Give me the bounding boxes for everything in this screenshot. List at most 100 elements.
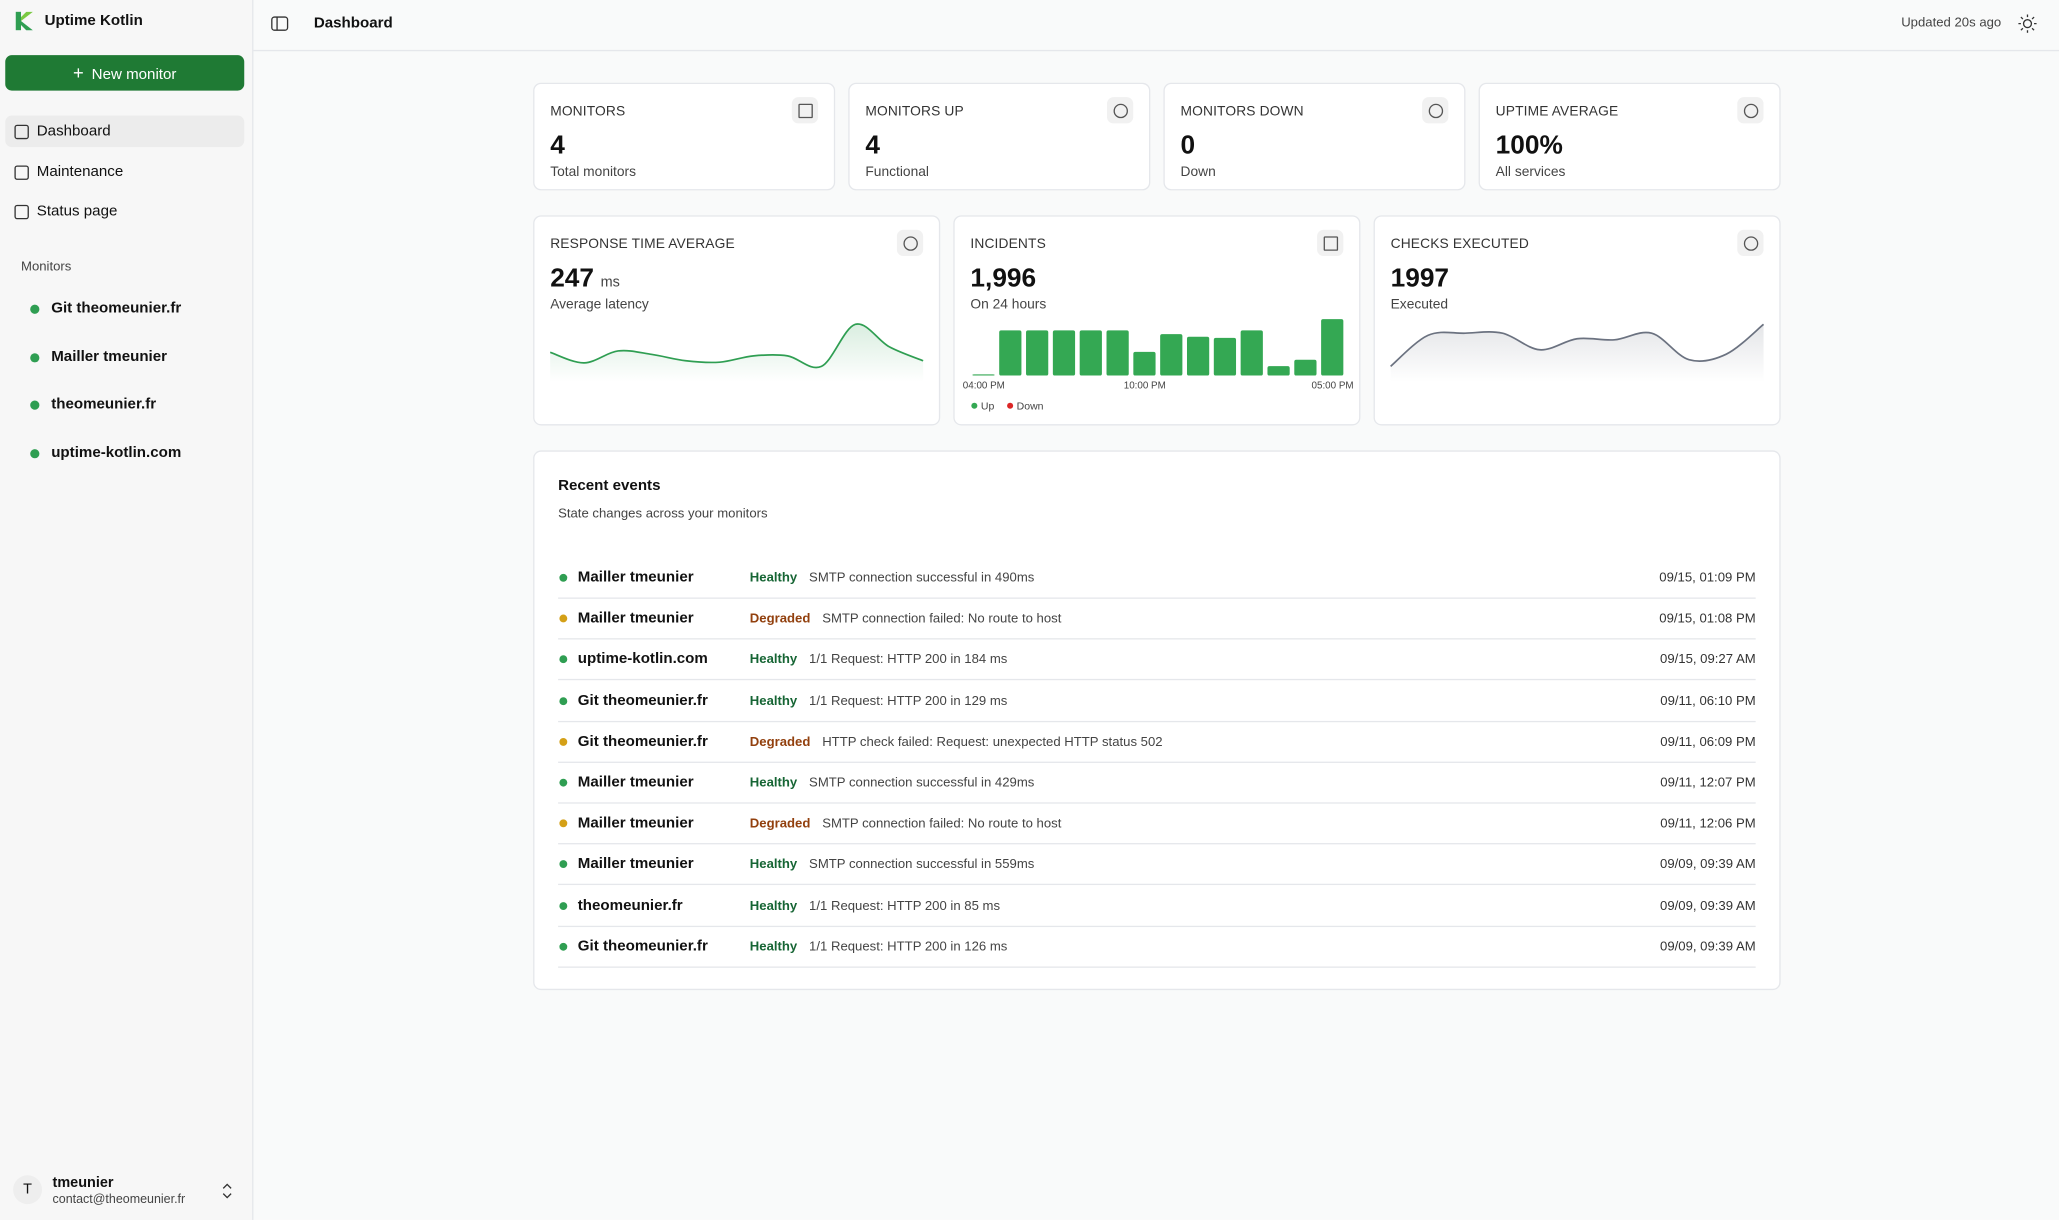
status-dot bbox=[30, 352, 40, 362]
event-detail: Healthy SMTP connection successful in 429… bbox=[750, 776, 1035, 790]
event-message: SMTP connection successful in 490ms bbox=[809, 571, 1035, 586]
event-time: 09/15, 01:08 PM bbox=[1659, 612, 1756, 627]
bar bbox=[1160, 334, 1183, 376]
monitor-link[interactable]: theomeunier.fr bbox=[51, 396, 157, 413]
stat-label: UPTIME AVERAGE bbox=[1495, 103, 1619, 120]
x-tick-label: 04:00 PM bbox=[963, 381, 1005, 392]
stat-card: MONITORS DOWN 0 Down bbox=[1163, 82, 1466, 191]
new-monitor-button[interactable]: + New monitor bbox=[5, 55, 245, 91]
status-dot bbox=[559, 942, 568, 951]
stat-value: 0 bbox=[1180, 131, 1196, 161]
bar bbox=[1079, 330, 1102, 376]
event-status: Healthy bbox=[749, 571, 798, 586]
bar bbox=[1106, 330, 1129, 376]
event-status: Degraded bbox=[749, 612, 811, 627]
icon-glyph bbox=[1113, 103, 1128, 119]
nav-item[interactable]: Status page bbox=[5, 196, 244, 228]
updated: Updated 20s ago bbox=[1901, 15, 2002, 31]
event-message: SMTP connection failed: No route to host bbox=[822, 612, 1062, 627]
stat-caption: All services bbox=[1495, 164, 1566, 180]
event-detail: Degraded SMTP connection failed: No route… bbox=[750, 817, 1062, 831]
stat-caption: Total monitors bbox=[550, 164, 637, 180]
icon-glyph bbox=[1743, 236, 1759, 251]
event-status: Healthy bbox=[749, 857, 798, 873]
event-monitor: uptime-kotlin.com bbox=[577, 651, 708, 668]
status-dot bbox=[30, 448, 40, 459]
event-message: 1/1 Request: HTTP 200 in 129 ms bbox=[809, 694, 1008, 709]
brand: Uptime Kotlin bbox=[44, 13, 143, 29]
card-caption: Average latency bbox=[550, 296, 649, 313]
nav-item[interactable]: Maintenance bbox=[5, 156, 244, 188]
card-value-wrap: 1,996 bbox=[970, 264, 1036, 294]
event-status: Healthy bbox=[749, 653, 798, 668]
stat-label: MONITORS DOWN bbox=[1180, 103, 1304, 120]
nav-item[interactable]: Dashboard bbox=[5, 115, 245, 148]
icon-glyph bbox=[903, 236, 918, 251]
user-menu[interactable] bbox=[221, 1182, 234, 1200]
bar bbox=[1213, 337, 1237, 376]
event-time: 09/11, 06:09 PM bbox=[1660, 735, 1756, 750]
status-dot bbox=[30, 400, 40, 410]
event-detail: Degraded SMTP connection failed: No route… bbox=[750, 612, 1062, 626]
status-dot bbox=[559, 655, 568, 664]
card-icon bbox=[896, 229, 924, 257]
chart bbox=[1390, 323, 1765, 383]
status-dot bbox=[559, 573, 568, 582]
event-message: SMTP connection failed: No route to host bbox=[822, 817, 1062, 832]
status-dot bbox=[559, 901, 568, 910]
event-time: 09/11, 12:07 PM bbox=[1660, 776, 1756, 791]
chart-card: INCIDENTS 1,996 On 24 hours 04:00 PM 10:00 P… bbox=[953, 215, 1361, 426]
card-unit: ms bbox=[600, 274, 620, 291]
chart: 04:00 PM 10:00 PM 05:00 PM Up Down bbox=[963, 319, 1354, 413]
event-detail: Healthy SMTP connection successful in 490… bbox=[750, 571, 1035, 585]
bar bbox=[1294, 359, 1317, 376]
x-tick-label: 05:00 PM bbox=[1312, 381, 1354, 392]
event-row: Git theomeunier.fr Degraded HTTP check fai… bbox=[558, 721, 1756, 763]
event-detail: Healthy 1/1 Request: HTTP 200 in 129 ms bbox=[750, 694, 1008, 708]
avatar: T bbox=[13, 1175, 43, 1205]
monitor-link[interactable]: Mailler tmeunier bbox=[51, 348, 168, 365]
monitor-link[interactable]: Git theomeunier.fr bbox=[51, 300, 182, 317]
event-message: SMTP connection successful in 559ms bbox=[809, 857, 1035, 873]
status-dot bbox=[559, 696, 568, 705]
icon-glyph bbox=[1743, 103, 1759, 119]
event-row: Mailler tmeunier Healthy SMTP connection s… bbox=[558, 557, 1756, 599]
event-message: 1/1 Request: HTTP 200 in 126 ms bbox=[809, 939, 1008, 955]
user-name: tmeunier bbox=[52, 1175, 114, 1192]
status-dot bbox=[30, 304, 40, 314]
event-monitor: Mailler tmeunier bbox=[577, 569, 694, 586]
events-title: Recent events bbox=[558, 477, 661, 494]
monitor-link[interactable]: uptime-kotlin.com bbox=[51, 444, 182, 461]
event-row: Git theomeunier.fr Healthy 1/1 Request: HT… bbox=[558, 925, 1756, 968]
event-time: 09/15, 01:09 PM bbox=[1659, 571, 1756, 586]
event-time: 09/09, 09:39 AM bbox=[1660, 857, 1756, 873]
theme-toggle[interactable] bbox=[2018, 14, 2037, 33]
event-monitor: theomeunier.fr bbox=[577, 897, 683, 914]
card-icon bbox=[1737, 229, 1764, 257]
event-time: 09/15, 09:27 AM bbox=[1660, 653, 1756, 668]
event-monitor: Mailler tmeunier bbox=[577, 774, 694, 791]
event-status: Degraded bbox=[749, 735, 811, 750]
sidebar-toggle[interactable] bbox=[271, 14, 289, 32]
nav-label: Dashboard bbox=[36, 123, 111, 140]
event-detail: Degraded HTTP check failed: Request: unex… bbox=[750, 735, 1163, 749]
event-time: 09/09, 09:39 AM bbox=[1660, 939, 1756, 955]
card-value-wrap: 1997 bbox=[1391, 264, 1449, 294]
events-subtitle: State changes across your monitors bbox=[558, 506, 768, 522]
bar bbox=[1240, 330, 1263, 376]
event-time: 09/11, 12:06 PM bbox=[1660, 817, 1756, 832]
card-icon bbox=[1317, 229, 1344, 257]
status-dot bbox=[559, 737, 568, 746]
nav-icon bbox=[14, 164, 29, 180]
bar bbox=[1133, 351, 1156, 376]
legend-label: Down bbox=[1017, 401, 1044, 413]
x-tick-label: 10:00 PM bbox=[1124, 381, 1166, 392]
card-caption: On 24 hours bbox=[970, 296, 1047, 313]
event-status: Degraded bbox=[749, 817, 811, 832]
status-dot bbox=[559, 614, 568, 623]
card-icon bbox=[791, 97, 819, 124]
area bbox=[1390, 324, 1764, 383]
card-value-wrap: 247 ms bbox=[550, 264, 620, 294]
nav-icon bbox=[14, 204, 29, 220]
event-message: HTTP check failed: Request: unexpected H… bbox=[822, 735, 1163, 750]
